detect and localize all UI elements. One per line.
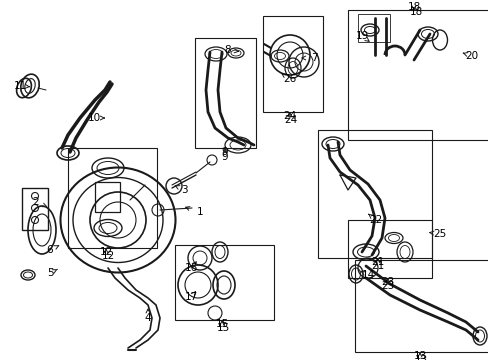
Text: 5: 5 [46,268,53,278]
Bar [195,38,256,148]
Text: 13: 13 [413,355,427,360]
Text: 16: 16 [184,263,197,273]
Text: 12: 12 [99,247,112,257]
Text: 3: 3 [181,185,187,195]
Text: 23: 23 [381,277,394,287]
Bar [357,14,389,42]
Text: 7: 7 [310,53,317,63]
Bar [68,148,157,248]
Bar [347,220,431,278]
Bar [175,245,273,320]
Text: 22: 22 [368,215,382,225]
Text: 10: 10 [87,113,101,123]
Bar [347,10,488,140]
Text: 25: 25 [432,229,446,239]
Bar [95,182,120,212]
Bar [263,16,323,112]
Text: 9: 9 [221,152,228,162]
Text: 19: 19 [355,31,368,41]
Text: 12: 12 [101,251,114,261]
Text: 8: 8 [224,45,231,55]
Text: 15: 15 [215,319,228,329]
Text: 24: 24 [284,115,297,125]
Text: 17: 17 [184,292,197,302]
Bar [317,130,431,258]
Text: 18: 18 [408,7,422,17]
Text: 21: 21 [370,261,384,271]
Text: 11: 11 [13,81,26,91]
Text: 9: 9 [221,147,228,157]
Bar [354,260,488,352]
Bar [22,188,48,230]
Text: 1: 1 [196,207,203,217]
Text: 18: 18 [407,2,420,12]
Text: 26: 26 [283,74,296,84]
Text: 23: 23 [381,281,394,291]
Text: 14: 14 [361,270,374,280]
Text: 21: 21 [370,257,384,267]
Text: 13: 13 [412,351,426,360]
Text: 6: 6 [46,245,53,255]
Text: 20: 20 [465,51,478,61]
Text: 24: 24 [283,111,296,121]
Text: 15: 15 [216,323,229,333]
Text: 4: 4 [144,313,151,323]
Text: 2: 2 [33,197,39,207]
